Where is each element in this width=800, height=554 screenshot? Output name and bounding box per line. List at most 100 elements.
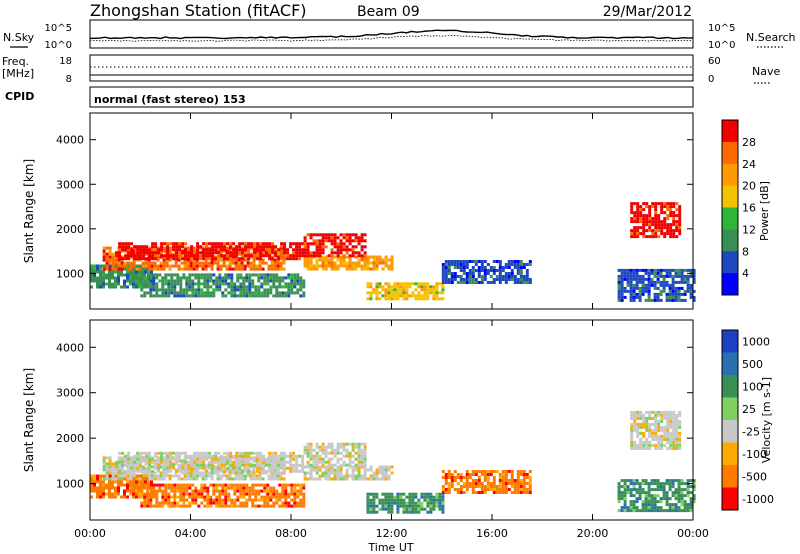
- range-cell: [315, 239, 319, 243]
- range-cell: [644, 479, 648, 483]
- range-cell: [309, 251, 313, 255]
- range-cell: [299, 498, 303, 502]
- range-cell: [275, 279, 279, 283]
- range-cell: [290, 492, 294, 496]
- range-cell: [620, 283, 624, 287]
- range-cell: [665, 503, 669, 507]
- range-cell: [378, 498, 382, 502]
- range-cell: [654, 437, 658, 441]
- range-cell: [203, 483, 207, 487]
- range-cell: [441, 476, 445, 479]
- range-cell: [254, 489, 258, 493]
- range-cell: [159, 477, 163, 481]
- range-cell: [142, 251, 146, 255]
- range-cell: [623, 509, 627, 513]
- range-cell: [651, 220, 655, 224]
- range-cell: [315, 477, 319, 481]
- range-cell: [254, 285, 258, 289]
- range-cell: [147, 465, 151, 469]
- range-cell: [147, 273, 150, 277]
- range-cell: [663, 431, 667, 435]
- range-cell: [330, 251, 334, 255]
- range-cell: [411, 492, 415, 496]
- range-cell: [198, 474, 202, 478]
- range-cell: [666, 223, 670, 227]
- range-cell: [191, 279, 195, 283]
- range-cell: [147, 267, 151, 271]
- range-cell: [507, 470, 511, 473]
- range-cell: [156, 459, 160, 463]
- range-cell: [348, 267, 352, 271]
- colorbar-tick-label: 28: [742, 136, 756, 149]
- range-cell: [290, 483, 294, 487]
- range-cell: [623, 289, 627, 293]
- range-cell: [135, 282, 138, 286]
- range-cell: [327, 460, 331, 464]
- range-cell: [218, 285, 222, 289]
- range-cell: [252, 267, 256, 271]
- range-cell: [336, 465, 340, 469]
- range-cell: [683, 506, 687, 510]
- range-cell: [629, 509, 633, 513]
- range-cell: [129, 246, 133, 250]
- range-cell: [255, 267, 259, 271]
- range-cell: [184, 257, 188, 261]
- range-cell: [132, 468, 136, 472]
- range-cell: [117, 477, 121, 481]
- colorbar-swatch: [722, 487, 738, 511]
- range-cell: [266, 501, 270, 505]
- range-cell: [435, 285, 439, 289]
- range-cell: [665, 479, 669, 483]
- range-cell: [672, 440, 676, 444]
- range-cell: [115, 469, 119, 473]
- range-cell: [650, 503, 654, 507]
- range-cell: [235, 248, 239, 252]
- range-cell: [330, 267, 334, 271]
- range-cell: [299, 279, 303, 283]
- range-cell: [93, 480, 96, 484]
- range-cell: [282, 267, 286, 271]
- range-cell: [324, 448, 328, 452]
- range-cell: [623, 503, 627, 507]
- range-cell: [357, 460, 361, 464]
- range-cell: [674, 491, 678, 495]
- range-cell: [191, 492, 195, 496]
- range-cell: [226, 460, 230, 464]
- range-cell: [450, 260, 454, 263]
- range-cell: [299, 282, 303, 286]
- range-cell: [289, 457, 293, 461]
- range-cell: [642, 223, 646, 227]
- range-cell: [390, 495, 394, 499]
- range-cell: [289, 242, 293, 246]
- range-cell: [396, 504, 400, 508]
- range-cell: [150, 270, 153, 274]
- range-cell: [230, 501, 234, 505]
- range-cell: [641, 491, 645, 495]
- range-cell: [265, 254, 269, 258]
- range-cell: [96, 489, 99, 493]
- range-cell: [245, 489, 249, 493]
- range-cell: [261, 267, 265, 271]
- range-cell: [384, 264, 388, 268]
- range-cell: [378, 291, 382, 295]
- range-cell: [635, 295, 639, 299]
- range-cell: [384, 501, 388, 505]
- range-cell: [179, 285, 183, 289]
- range-cell: [426, 504, 430, 508]
- range-cell: [501, 269, 505, 272]
- range-cell: [641, 506, 645, 510]
- range-cell: [177, 258, 181, 262]
- range-cell: [303, 448, 307, 452]
- range-cell: [507, 263, 511, 266]
- range-cell: [309, 236, 313, 240]
- colorbar-swatch: [722, 120, 738, 143]
- range-cell: [477, 281, 481, 284]
- range-cell: [303, 261, 307, 265]
- range-cell: [136, 460, 140, 464]
- range-cell: [447, 476, 451, 479]
- range-cell: [202, 248, 206, 252]
- range-cell: [501, 278, 505, 281]
- range-cell: [660, 208, 664, 212]
- range-cell: [140, 495, 144, 499]
- range-cell: [357, 258, 361, 262]
